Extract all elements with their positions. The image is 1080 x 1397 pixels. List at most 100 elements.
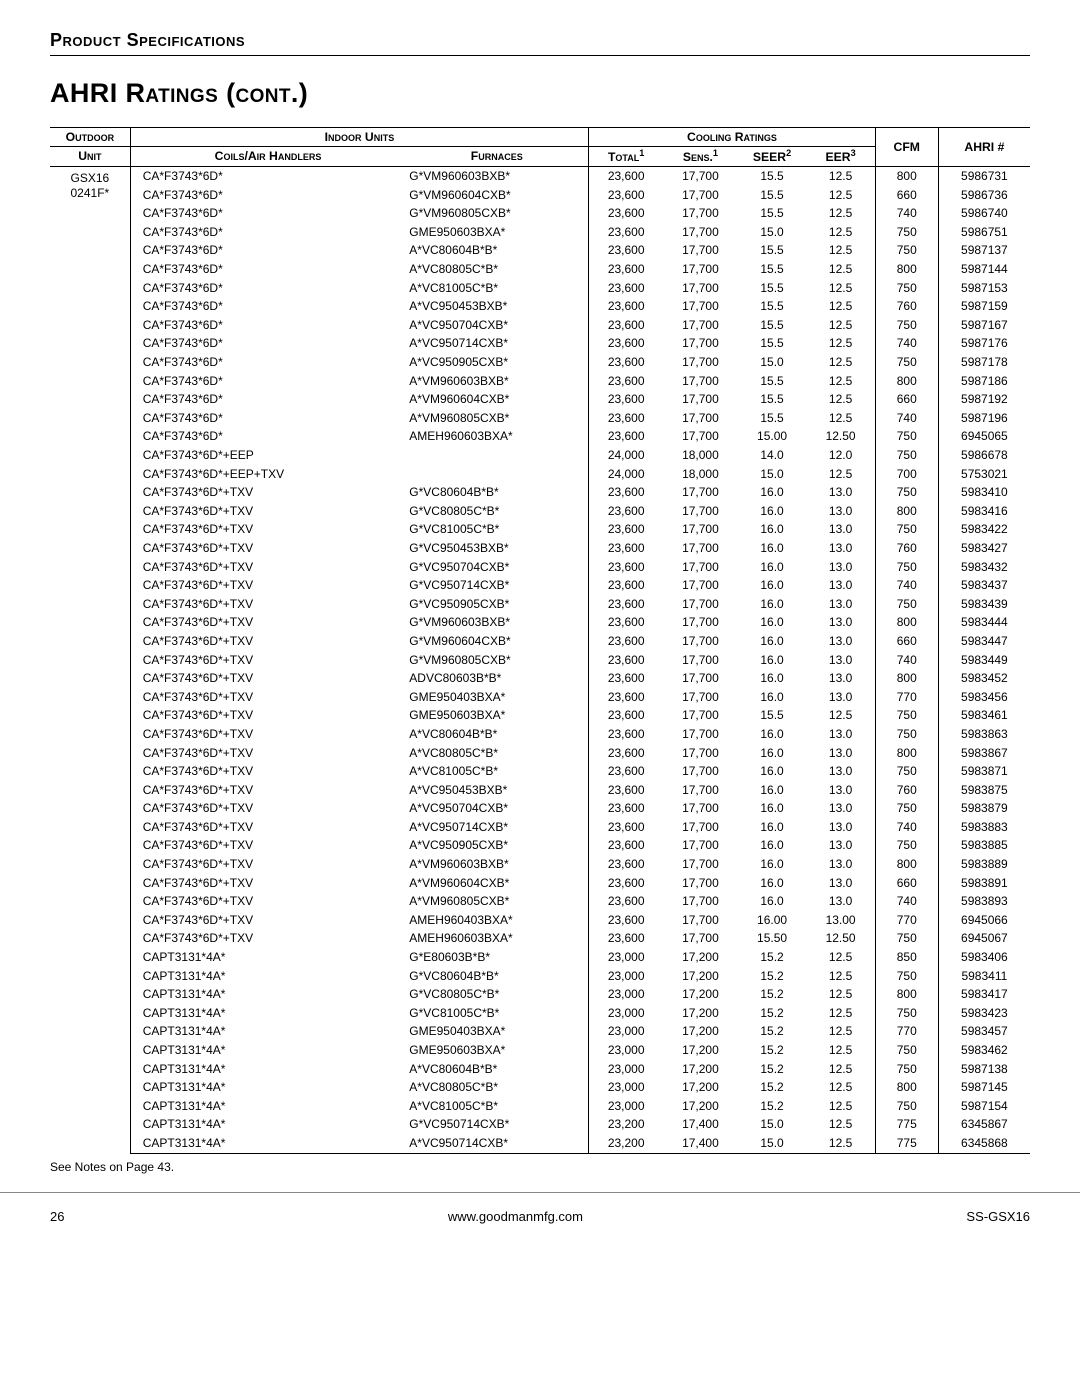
cell-eer: 12.5 [806,1060,875,1079]
cell-seer: 16.0 [738,539,807,558]
cell-coil: CA*F3743*6D*+TXV [130,911,405,930]
cell-coil: CA*F3743*6D* [130,167,405,186]
cell-eer: 12.5 [806,260,875,279]
cell-ahri: 6345867 [938,1116,1030,1135]
cell-coil: CA*F3743*6D* [130,353,405,372]
table-row: CAPT3131*4A*G*VC81005C*B*23,00017,20015.… [50,1004,1030,1023]
table-row: CA*F3743*6D*+TXVG*VM960604CXB*23,60017,7… [50,632,1030,651]
cell-ahri: 5983427 [938,539,1030,558]
cell-coil: CA*F3743*6D*+TXV [130,632,405,651]
cell-ahri: 5983456 [938,688,1030,707]
cell-ahri: 5987196 [938,409,1030,428]
cell-furn: G*VC80604B*B* [405,483,588,502]
cell-furn: G*VC950714CXB* [405,1116,588,1135]
cell-coil: CA*F3743*6D*+TXV [130,837,405,856]
cell-eer: 12.5 [806,390,875,409]
cell-total: 23,600 [589,800,664,819]
cell-total: 23,600 [589,781,664,800]
cell-coil: CA*F3743*6D*+EEP+TXV [130,465,405,484]
cell-coil: CA*F3743*6D*+TXV [130,930,405,949]
cell-seer: 15.5 [738,279,807,298]
cell-seer: 15.5 [738,205,807,224]
cell-total: 23,600 [589,725,664,744]
hdr-sens: Sens.1 [663,146,738,167]
cell-seer: 15.5 [738,707,807,726]
cell-sens: 17,700 [663,781,738,800]
cell-furn: A*VM960805CXB* [405,892,588,911]
table-row: CA*F3743*6D*+TXVG*VM960603BXB*23,60017,7… [50,614,1030,633]
cell-cfm: 750 [875,707,938,726]
cell-sens: 17,700 [663,205,738,224]
table-row: CA*F3743*6D*+TXVG*VC950905CXB*23,60017,7… [50,595,1030,614]
cell-seer: 15.0 [738,465,807,484]
cell-eer: 13.0 [806,576,875,595]
outdoor-unit-cell: GSX160241F* [50,167,130,1153]
cell-sens: 17,700 [663,167,738,186]
cell-furn: A*VC950905CXB* [405,837,588,856]
cell-cfm: 800 [875,167,938,186]
cell-total: 23,600 [589,855,664,874]
cell-eer: 12.5 [806,316,875,335]
cell-cfm: 740 [875,205,938,224]
table-row: CA*F3743*6D*+TXVA*VC950704CXB*23,60017,7… [50,800,1030,819]
cell-eer: 12.5 [806,1041,875,1060]
table-row: CA*F3743*6D*A*VC950704CXB*23,60017,70015… [50,316,1030,335]
cell-sens: 17,700 [663,242,738,261]
cell-total: 23,600 [589,521,664,540]
cell-furn: ADVC80603B*B* [405,669,588,688]
hdr-eer: EER3 [806,146,875,167]
cell-sens: 17,700 [663,911,738,930]
cell-seer: 15.0 [738,1116,807,1135]
cell-seer: 15.2 [738,985,807,1004]
cell-seer: 15.2 [738,967,807,986]
cell-coil: CA*F3743*6D* [130,242,405,261]
cell-cfm: 700 [875,465,938,484]
cell-sens: 18,000 [663,465,738,484]
cell-total: 23,600 [589,558,664,577]
cell-total: 23,600 [589,335,664,354]
table-row: CAPT3131*4A*A*VC81005C*B*23,00017,20015.… [50,1097,1030,1116]
cell-cfm: 740 [875,892,938,911]
cell-seer: 15.5 [738,372,807,391]
cell-ahri: 5987186 [938,372,1030,391]
cell-furn: G*VM960603BXB* [405,614,588,633]
cell-furn: A*VC950905CXB* [405,353,588,372]
cell-eer: 13.0 [806,818,875,837]
cell-ahri: 5986736 [938,186,1030,205]
cell-cfm: 750 [875,428,938,447]
cell-sens: 17,700 [663,186,738,205]
cell-cfm: 750 [875,762,938,781]
hdr-coils: Coils/Air Handlers [130,146,405,167]
cell-cfm: 800 [875,502,938,521]
cell-furn: G*VM960603BXB* [405,167,588,186]
cell-eer: 12.5 [806,335,875,354]
cell-eer: 12.5 [806,297,875,316]
cell-furn: A*VC80604B*B* [405,1060,588,1079]
cell-furn: A*VC81005C*B* [405,762,588,781]
cell-total: 23,000 [589,967,664,986]
cell-seer: 16.0 [738,874,807,893]
cell-sens: 17,700 [663,837,738,856]
cell-sens: 17,700 [663,855,738,874]
cell-seer: 15.2 [738,1060,807,1079]
cell-coil: CA*F3743*6D*+TXV [130,874,405,893]
cell-ahri: 5983444 [938,614,1030,633]
cell-total: 23,600 [589,669,664,688]
cell-coil: CA*F3743*6D* [130,372,405,391]
cell-sens: 17,200 [663,985,738,1004]
cell-furn: A*VC950714CXB* [405,818,588,837]
cell-total: 23,600 [589,205,664,224]
cell-coil: CA*F3743*6D*+TXV [130,725,405,744]
cell-coil: CA*F3743*6D*+TXV [130,539,405,558]
cell-cfm: 660 [875,874,938,893]
cell-ahri: 5987178 [938,353,1030,372]
cell-coil: CAPT3131*4A* [130,985,405,1004]
cell-furn: A*VM960604CXB* [405,874,588,893]
cell-sens: 17,700 [663,576,738,595]
cell-eer: 12.5 [806,1097,875,1116]
cell-coil: CA*F3743*6D*+TXV [130,521,405,540]
cell-coil: CA*F3743*6D*+TXV [130,744,405,763]
cell-coil: CA*F3743*6D*+TXV [130,707,405,726]
cell-total: 23,600 [589,707,664,726]
cell-total: 23,200 [589,1116,664,1135]
